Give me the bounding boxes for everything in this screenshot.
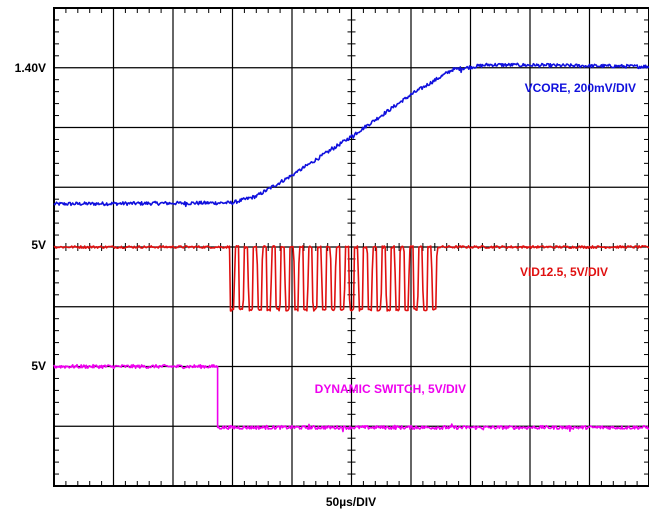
x-axis-label: 50µs/DIV xyxy=(326,495,376,509)
level-label-switch: 5V xyxy=(31,359,46,373)
series-label-vcore: VCORE, 200mV/DIV xyxy=(525,81,636,95)
level-label-vcore: 1.40V xyxy=(15,61,46,75)
series-label-dynamic-switch: DYNAMIC SWITCH, 5V/DIV xyxy=(315,382,466,396)
level-label-vid: 5V xyxy=(31,238,46,252)
series-label-vid: VID12.5, 5V/DIV xyxy=(520,265,608,279)
